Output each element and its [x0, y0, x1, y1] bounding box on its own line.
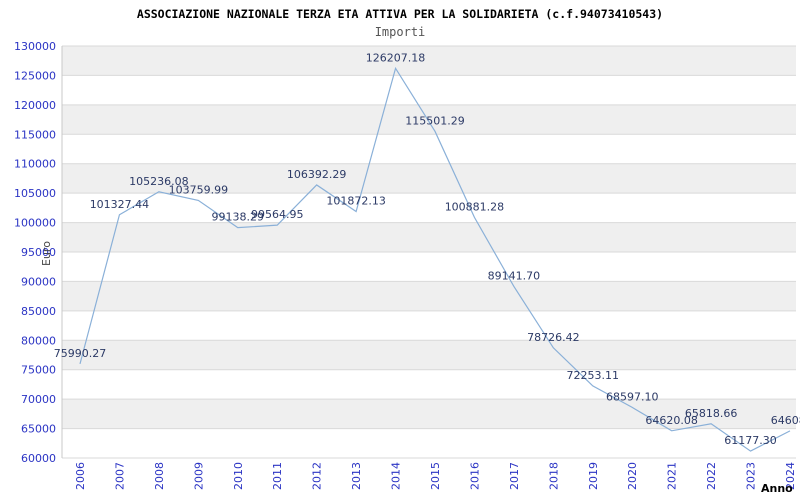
y-tick-label: 65000: [21, 423, 56, 436]
plot-band: [62, 340, 796, 370]
point-label: 100881.28: [445, 200, 505, 213]
point-label: 72253.11: [567, 369, 620, 382]
y-tick-label: 60000: [21, 452, 56, 465]
y-axis-title: Euro: [40, 241, 53, 266]
y-tick-label: 75000: [21, 364, 56, 377]
point-label: 103759.99: [169, 183, 229, 196]
chart-title: ASSOCIAZIONE NAZIONALE TERZA ETA ATTIVA …: [136, 7, 664, 21]
point-label: 99138.29: [212, 211, 265, 224]
y-tick-label: 105000: [14, 187, 56, 200]
point-label: 64620.08: [645, 414, 698, 427]
x-tick-label: 2018: [547, 462, 560, 490]
x-tick-label: 2016: [468, 462, 481, 490]
x-tick-label: 2020: [626, 462, 639, 490]
y-tick-label: 100000: [14, 217, 56, 230]
x-tick-label: 2007: [113, 462, 126, 490]
x-axis-title: Anno: [761, 482, 793, 495]
point-label: 78726.42: [527, 331, 580, 344]
y-tick-label: 95000: [21, 246, 56, 259]
plot-band: [62, 163, 796, 194]
point-label: 89141.70: [488, 269, 541, 282]
point-label: 61177.30: [724, 434, 777, 447]
y-tick-label: 70000: [21, 393, 56, 406]
plot-band: [62, 222, 796, 252]
x-tick-label: 2024: [784, 462, 797, 490]
y-tick-label: 130000: [14, 40, 56, 53]
x-tick-label: 2017: [508, 462, 521, 490]
y-tick-label: 125000: [14, 69, 56, 82]
y-tick-label: 110000: [14, 158, 56, 171]
point-label: 75990.27: [54, 347, 107, 360]
point-label: 65818.66: [685, 407, 738, 420]
point-label: 115501.29: [405, 114, 465, 127]
point-label: 99564.95: [251, 208, 304, 221]
point-label: 101872.13: [326, 195, 386, 208]
chart-subtitle: Importi: [374, 25, 426, 39]
point-label: 106392.29: [287, 168, 347, 181]
plot-band: [62, 399, 796, 429]
point-label: 68597.10: [606, 390, 659, 403]
x-tick-label: 2010: [232, 462, 245, 490]
x-tick-label: 2006: [74, 462, 87, 490]
x-tick-label: 2013: [350, 462, 363, 490]
plot-band: [62, 281, 796, 311]
y-tick-label: 80000: [21, 334, 56, 347]
x-tick-label: 2022: [705, 462, 718, 490]
point-label: 105236.08: [129, 175, 189, 188]
x-tick-label: 2014: [390, 462, 403, 490]
x-tick-label: 2009: [192, 462, 205, 490]
point-label: 101327.44: [90, 198, 150, 211]
y-tick-label: 115000: [14, 128, 56, 141]
point-label: 126207.18: [366, 51, 426, 64]
point-label: 64608.: [771, 414, 800, 427]
x-tick-label: 2021: [666, 462, 679, 490]
x-tick-label: 2008: [153, 462, 166, 490]
y-tick-label: 120000: [14, 99, 56, 112]
x-tick-label: 2012: [311, 462, 324, 490]
x-tick-label: 2015: [429, 462, 442, 490]
x-tick-label: 2019: [587, 462, 600, 490]
x-tick-label: 2023: [745, 462, 758, 490]
x-tick-label: 2011: [271, 462, 284, 490]
plot-band: [62, 104, 796, 135]
data-line: [79, 66, 791, 452]
y-tick-label: 90000: [21, 275, 56, 288]
plot-band: [62, 46, 796, 76]
y-tick-label: 85000: [21, 305, 56, 318]
